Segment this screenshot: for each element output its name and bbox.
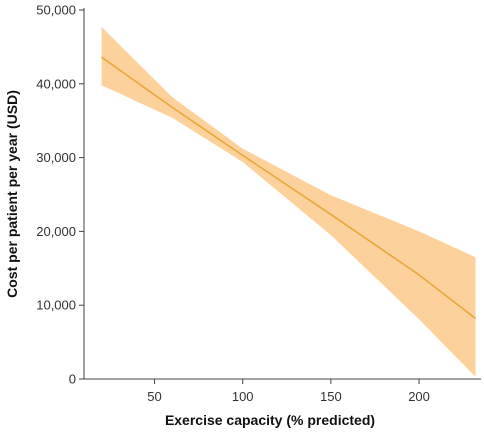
y-tick-label: 40,000 bbox=[36, 76, 76, 91]
x-tick-label: 150 bbox=[320, 389, 342, 404]
plot-area bbox=[101, 27, 476, 377]
x-tick-label: 50 bbox=[147, 389, 161, 404]
y-axis-title: Cost per patient per year (USD) bbox=[4, 90, 20, 298]
y-tick-label: 30,000 bbox=[36, 150, 76, 165]
y-tick-label: 0 bbox=[69, 372, 76, 387]
confidence-band bbox=[101, 27, 476, 377]
y-tick-label: 10,000 bbox=[36, 298, 76, 313]
y-tick-label: 50,000 bbox=[36, 3, 76, 18]
x-tick-label: 200 bbox=[408, 389, 430, 404]
x-axis-title: Exercise capacity (% predicted) bbox=[165, 412, 375, 428]
series-line bbox=[101, 56, 476, 320]
axes: 0 10,000 20,000 30,000 40,000 50,000 50 100 150 2… bbox=[36, 3, 481, 404]
x-tick-label: 100 bbox=[232, 389, 254, 404]
y-tick-label: 20,000 bbox=[36, 224, 76, 239]
